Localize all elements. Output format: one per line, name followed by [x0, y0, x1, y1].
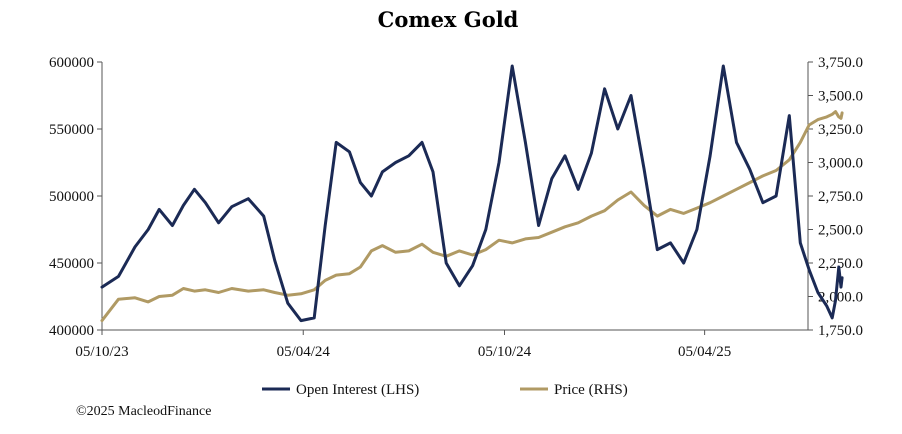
- chart-title: Comex Gold: [378, 7, 519, 32]
- right-tick-label: 1,750.0: [818, 323, 863, 339]
- x-tick-label: 05/10/24: [478, 344, 532, 360]
- left-tick-label: 450000: [49, 256, 94, 272]
- x-tick-label: 05/10/23: [75, 344, 128, 360]
- x-tick-label: 05/04/25: [678, 344, 731, 360]
- legend-label-price: Price (RHS): [554, 382, 628, 398]
- axes: 400000 450000 500000 550000 600000 1,750.0 2,0…: [49, 55, 863, 360]
- right-tick-label: 3,250.0: [818, 122, 863, 138]
- right-tick-label: 2,250.0: [818, 256, 863, 272]
- left-tick-label: 500000: [49, 189, 94, 205]
- left-tick-label: 400000: [49, 323, 94, 339]
- right-tick-label: 3,500.0: [818, 89, 863, 105]
- copyright-text: ©2025 MacleodFinance: [76, 404, 212, 419]
- left-tick-label: 550000: [49, 122, 94, 138]
- right-tick-label: 2,500.0: [818, 223, 863, 239]
- right-tick-label: 2,750.0: [818, 189, 863, 205]
- series-layer: [100, 64, 844, 323]
- left-tick-label: 600000: [49, 55, 94, 71]
- price-line: [100, 110, 844, 323]
- legend: Open Interest (LHS) Price (RHS): [262, 382, 628, 398]
- x-tick-label: 05/04/24: [277, 344, 331, 360]
- legend-label-open-interest: Open Interest (LHS): [296, 382, 419, 398]
- open-interest-line: [100, 64, 844, 323]
- right-tick-label: 2,000.0: [818, 290, 863, 306]
- right-tick-label: 3,000.0: [818, 156, 863, 172]
- right-tick-label: 3,750.0: [818, 55, 863, 71]
